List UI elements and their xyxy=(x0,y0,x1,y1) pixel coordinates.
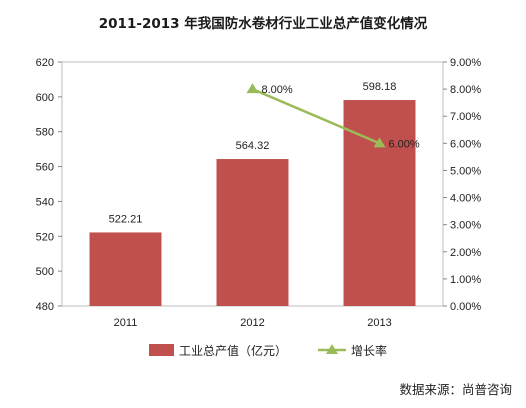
left-tick-label: 580 xyxy=(36,127,54,139)
left-tick-label: 520 xyxy=(36,231,54,243)
data-source: 数据来源：尚普咨询 xyxy=(399,382,512,397)
right-tick-label: 2.00% xyxy=(450,247,481,259)
bar-series: 522.21 564.32 598.18 xyxy=(89,81,416,306)
left-tick-label: 600 xyxy=(36,92,54,104)
right-tick-label: 6.00% xyxy=(450,138,481,150)
legend-bar-label: 工业总产值（亿元） xyxy=(179,343,287,358)
x-tick-label: 2011 xyxy=(114,317,138,329)
right-tick-label: 8.00% xyxy=(450,84,481,96)
left-tick-label: 540 xyxy=(36,196,54,208)
left-tick-label: 480 xyxy=(36,301,54,313)
right-tick-label: 7.00% xyxy=(450,111,481,123)
line-point xyxy=(373,137,386,148)
bar xyxy=(343,100,416,306)
left-tick-label: 560 xyxy=(36,162,54,174)
bar xyxy=(89,232,162,306)
right-axis: 0.00% 1.00% 2.00% 3.00% 4.00% 5.00% 6.00% 7.00%… xyxy=(443,57,481,313)
x-tick-label: 2012 xyxy=(240,317,264,329)
right-tick-label: 1.00% xyxy=(450,274,481,286)
bar xyxy=(216,159,289,306)
bar-value-label: 522.21 xyxy=(109,213,143,225)
legend-bar-swatch xyxy=(149,344,174,356)
right-tick-label: 4.00% xyxy=(450,193,481,205)
right-tick-label: 5.00% xyxy=(450,165,481,177)
right-tick-label: 9.00% xyxy=(450,57,481,69)
bar-value-label: 564.32 xyxy=(236,140,270,152)
legend-line-marker xyxy=(326,344,338,354)
right-tick-label: 3.00% xyxy=(450,220,481,232)
legend: 工业总产值（亿元） 增长率 xyxy=(149,343,387,358)
line-point xyxy=(246,83,259,94)
left-tick-label: 620 xyxy=(36,57,54,69)
left-tick-label: 500 xyxy=(36,266,54,278)
line-series: 8.00% 6.00% xyxy=(246,83,420,150)
line-value-label: 6.00% xyxy=(389,138,420,150)
growth-line xyxy=(252,87,380,145)
left-axis: 480 500 520 540 560 580 600 620 xyxy=(36,57,62,313)
x-axis: 2011 2012 2013 xyxy=(114,317,392,329)
right-tick-label: 0.00% xyxy=(450,301,481,313)
legend-line-label: 增长率 xyxy=(351,343,387,358)
chart-title: 2011-2013 年我国防水卷材行业工业总产值变化情况 xyxy=(98,16,428,32)
bar-value-label: 598.18 xyxy=(363,81,397,93)
x-tick-label: 2013 xyxy=(367,317,391,329)
line-value-label: 8.00% xyxy=(262,84,293,96)
